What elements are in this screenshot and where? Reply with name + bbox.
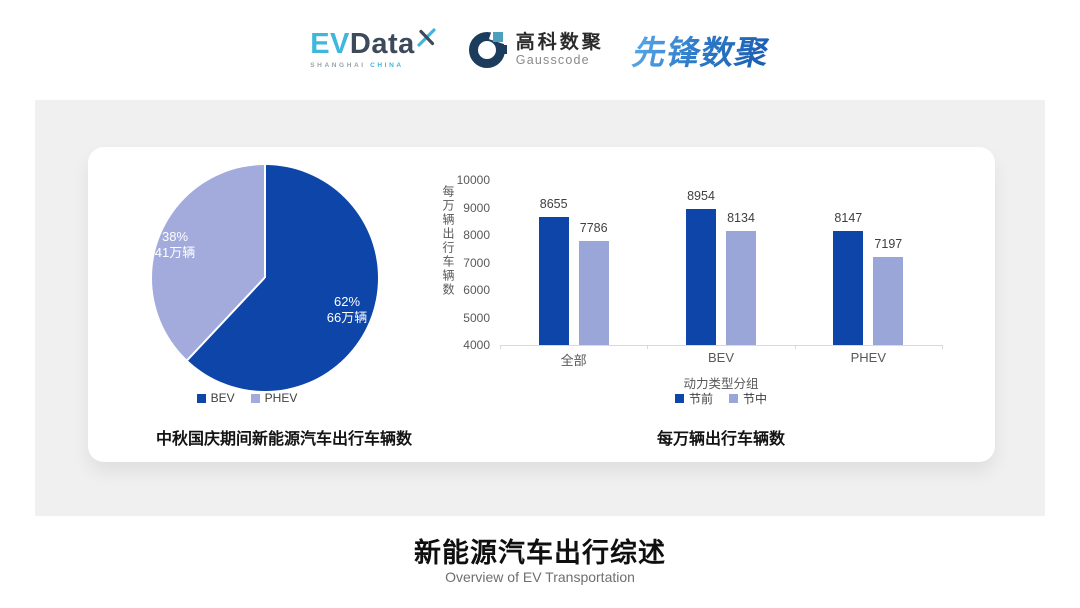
gausscode-cn-text: 高科数聚 (515, 31, 604, 53)
y-tick-label: 7000 (463, 255, 490, 270)
bar-节前-BEV (686, 208, 716, 345)
y-tick-label: 8000 (463, 228, 490, 242)
pioneer-logo: 先锋数聚 (629, 26, 775, 74)
bar-legend-swatch (674, 394, 684, 403)
pie-bev-value: 66万辆 (326, 310, 368, 325)
bar-value-label: 7197 (874, 237, 903, 252)
gausscode-en-text: Gausscode (515, 53, 590, 68)
pie-chart-title: 中秋国庆期间新能源汽车出行车辆数 (155, 431, 412, 448)
pie-phev-value: 41万辆 (154, 245, 196, 260)
bar-节前-全部 (538, 217, 569, 345)
evdata-x-icon (417, 24, 436, 53)
bar-legend-label: 节前 (688, 392, 713, 406)
evdata-wordmark: EV Data (310, 28, 436, 61)
page-title: 新能源汽车出行综述 (414, 538, 666, 568)
pie-legend-item: BEV (196, 391, 235, 405)
logo-header: EV Data SHANGHAI CHINA (0, 18, 1080, 82)
category-label: BEV (707, 350, 734, 365)
bar-节中-BEV (726, 231, 756, 345)
evdata-logo: EV Data SHANGHAI CHINA (310, 28, 436, 70)
pie-label-phev: 38% 41万辆 (130, 229, 220, 261)
bar-value-label: 8954 (687, 188, 715, 203)
pie-phev-percent: 38% (161, 229, 189, 244)
pie-chart (152, 165, 378, 391)
pie-legend: BEV PHEV (147, 391, 347, 405)
x-axis-tick (647, 345, 648, 349)
evdata-shanghai-text: SHANGHAI (310, 62, 366, 70)
bar-value-label: 8134 (727, 211, 755, 226)
bar-legend-item: 节中 (729, 390, 767, 407)
gausscode-teal-square (492, 32, 503, 42)
page-subtitle: Overview of EV Transportation (445, 569, 635, 585)
bar-legend: 节前 节中 (500, 390, 942, 407)
category-label: 全部 (560, 353, 587, 368)
pie-slice-divider (187, 277, 266, 361)
pie-legend-swatch (196, 393, 206, 403)
bar-y-axis-label: 每万辆出行车辆数 (441, 185, 455, 297)
gausscode-logo: 高科数聚 Gausscode (466, 23, 604, 71)
pie-label-bev: 62% 66万辆 (302, 294, 392, 326)
bar-legend-label: 节中 (743, 392, 768, 406)
gausscode-text: 高科数聚 Gausscode (515, 31, 604, 68)
bar-legend-item: 节前 (674, 390, 713, 407)
bar-节中-全部 (578, 240, 609, 345)
pie-legend-label: PHEV (264, 391, 298, 405)
evdata-subtext: SHANGHAI CHINA (310, 63, 436, 70)
y-tick-label: 4000 (463, 338, 490, 352)
evdata-ev-text: EV (310, 28, 350, 61)
gausscode-g-icon (466, 23, 515, 71)
pie-slice-divider (264, 165, 266, 278)
x-axis-tick (500, 345, 501, 349)
pie-legend-label: BEV (210, 391, 235, 405)
y-tick-label: 5000 (463, 310, 490, 325)
x-axis-tick (795, 345, 796, 349)
bar-value-label: 8655 (539, 196, 568, 211)
evdata-china-text: CHINA (370, 62, 404, 70)
y-tick-label: 10000 (456, 173, 490, 187)
y-tick-label: 9000 (463, 200, 490, 215)
bar-value-label: 8147 (834, 210, 863, 225)
y-tick-label: 6000 (463, 283, 490, 297)
bar-chart-plot: 全部 8655 7786 BEV 8954 8134 PHEV 8147 7197 (500, 180, 943, 368)
bar-节中-PHEV (873, 257, 904, 345)
category-label: PHEV (850, 350, 887, 365)
evdata-data-text: Data (349, 28, 415, 61)
bar-legend-swatch (729, 394, 738, 403)
bar-节前-PHEV (833, 230, 864, 345)
bar-chart-title: 每万辆出行车辆数 (656, 431, 785, 448)
pie-legend-item: PHEV (250, 391, 298, 405)
bar-value-label: 7786 (579, 220, 608, 235)
bar-x-axis-label: 动力类型分组 (683, 377, 759, 391)
x-axis-tick (942, 345, 943, 349)
content-panel: 38% 41万辆 62% 66万辆 BEV PHEV 中秋国庆期间新能源汽车出行车… (35, 100, 1045, 516)
gausscode-navy-square (497, 45, 507, 54)
charts-card: 38% 41万辆 62% 66万辆 BEV PHEV 中秋国庆期间新能源汽车出行车… (88, 147, 995, 462)
pie-bev-percent: 62% (333, 294, 361, 309)
pie-legend-swatch (250, 393, 260, 403)
